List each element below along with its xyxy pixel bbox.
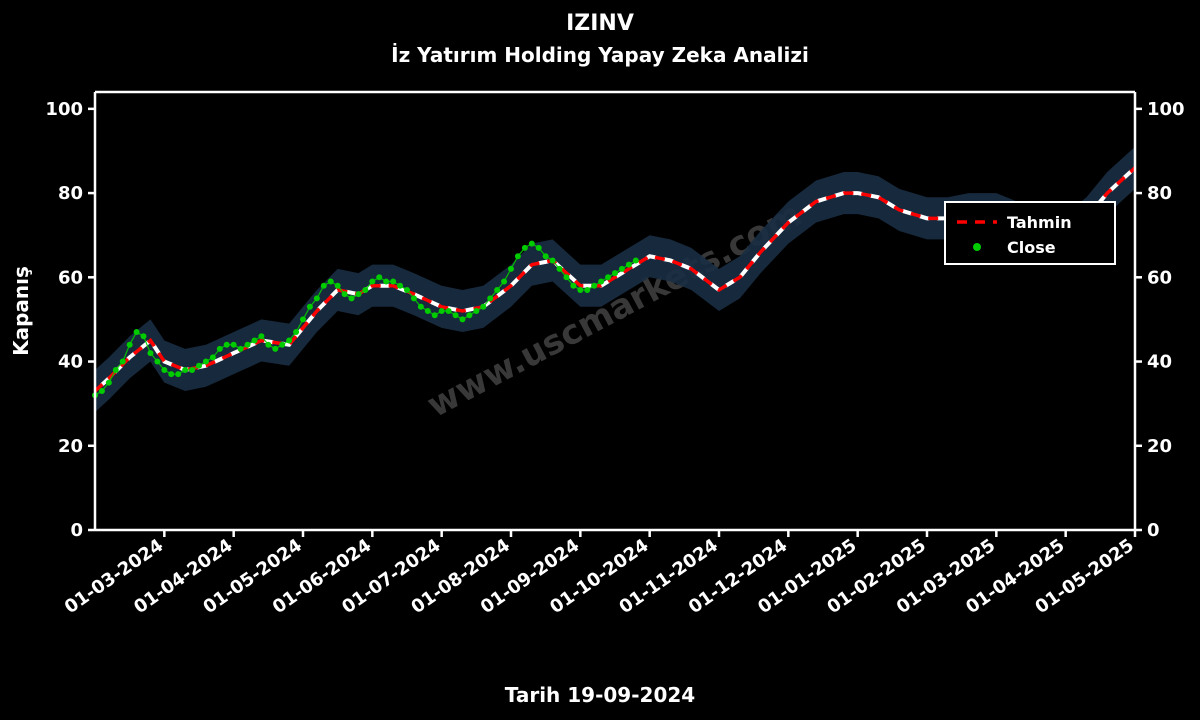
legend-swatch-close xyxy=(973,243,981,251)
y-axis-label: Kapanış xyxy=(9,266,33,356)
y-tick-right: 80 xyxy=(1147,183,1172,204)
legend-label-tahmin: Tahmin xyxy=(1007,213,1072,232)
chart-subtitle: İz Yatırım Holding Yapay Zeka Analizi xyxy=(391,43,809,67)
y-tick-left: 100 xyxy=(45,99,83,120)
x-axis-label: Tarih 19-09-2024 xyxy=(505,683,695,707)
legend-label-close: Close xyxy=(1007,238,1056,257)
y-tick-left: 60 xyxy=(58,267,83,288)
y-tick-left: 80 xyxy=(58,183,83,204)
y-tick-right: 0 xyxy=(1147,520,1160,541)
y-tick-left: 40 xyxy=(58,352,83,373)
y-tick-right: 40 xyxy=(1147,352,1172,373)
chart-title: IZINV xyxy=(566,11,634,36)
y-tick-right: 20 xyxy=(1147,436,1172,457)
chart-container: IZINV İz Yatırım Holding Yapay Zeka Anali… xyxy=(0,0,1200,720)
y-tick-right: 60 xyxy=(1147,267,1172,288)
y-tick-left: 0 xyxy=(70,520,83,541)
y-tick-left: 20 xyxy=(58,436,83,457)
y-tick-right: 100 xyxy=(1147,99,1185,120)
chart-svg: IZINV İz Yatırım Holding Yapay Zeka Anali… xyxy=(0,0,1200,720)
